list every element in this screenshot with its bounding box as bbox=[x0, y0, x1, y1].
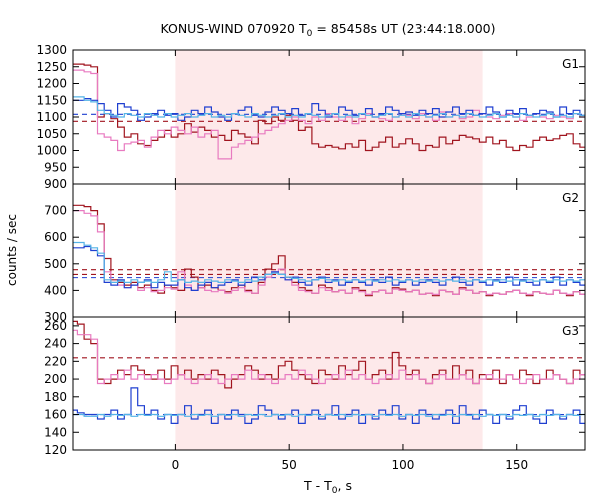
x-tick-label: 0 bbox=[172, 458, 180, 472]
y-tick-label: 500 bbox=[44, 257, 67, 271]
y-tick-label: 1250 bbox=[36, 60, 67, 74]
y-tick-label: 700 bbox=[44, 204, 67, 218]
series-light_blue-line bbox=[73, 96, 585, 118]
highlight-interval bbox=[175, 184, 483, 317]
series-dark_red-line bbox=[73, 204, 585, 297]
y-tick-label: 1200 bbox=[36, 77, 67, 91]
series-blue-line bbox=[73, 98, 585, 121]
y-tick-label: 1150 bbox=[36, 93, 67, 107]
x-tick-label: 100 bbox=[392, 458, 415, 472]
panel-g2: 300 400 500 600 700 G2 bbox=[44, 183, 586, 324]
y-tick-label: 1000 bbox=[36, 144, 67, 158]
y-tick-label: 950 bbox=[44, 160, 67, 174]
series-pink-line bbox=[73, 69, 585, 160]
panels-group: 9009501000105011001150120012501300G13004… bbox=[36, 43, 586, 472]
y-tick-label: 400 bbox=[44, 283, 67, 297]
series-group bbox=[73, 63, 585, 160]
y-tick-label: 120 bbox=[44, 443, 67, 457]
x-tick-label: 150 bbox=[505, 458, 528, 472]
series-light_blue-line bbox=[73, 413, 585, 417]
series-pink-line bbox=[73, 329, 585, 385]
y-tick-label: 600 bbox=[44, 230, 67, 244]
y-tick-label: 160 bbox=[44, 408, 67, 422]
series-pink-line bbox=[73, 210, 585, 295]
panel-label: G1 bbox=[562, 57, 579, 71]
y-axis-label: counts / sec bbox=[5, 214, 19, 286]
series-group bbox=[73, 320, 585, 424]
panel-g3: 120 140 160 180 200 220 240 260 G3 bbox=[44, 316, 586, 457]
x-tick-label: 50 bbox=[282, 458, 297, 472]
y-tick-label: 1100 bbox=[36, 110, 67, 124]
panel-frame bbox=[72, 316, 586, 451]
y-tick-label: 900 bbox=[44, 177, 67, 191]
y-tick-label: 1300 bbox=[36, 43, 67, 57]
y-tick-label: 140 bbox=[44, 425, 67, 439]
panel-label: G2 bbox=[562, 191, 579, 205]
y-tick-label: 260 bbox=[44, 319, 67, 333]
y-tick-label: 240 bbox=[44, 337, 67, 351]
y-tick-label: 1050 bbox=[36, 127, 67, 141]
y-tick-label: 220 bbox=[44, 354, 67, 368]
series-group bbox=[73, 204, 585, 297]
series-blue-line bbox=[73, 387, 585, 424]
chart-title: KONUS-WIND 070920 T0 = 85458s UT (23:44:… bbox=[160, 21, 495, 39]
panel-g1: 900 950 1000 1050 1100 1150 1200 1250 1300 G1 bbox=[36, 43, 586, 191]
y-tick-label: 300 bbox=[44, 310, 67, 324]
panel-label: G3 bbox=[562, 324, 579, 338]
series-light_blue-line bbox=[73, 241, 585, 283]
y-tick-label: 200 bbox=[44, 372, 67, 386]
y-tick-label: 180 bbox=[44, 390, 67, 404]
series-dark_red-line bbox=[73, 63, 585, 152]
x-axis-label: T - T0, s bbox=[303, 478, 352, 496]
